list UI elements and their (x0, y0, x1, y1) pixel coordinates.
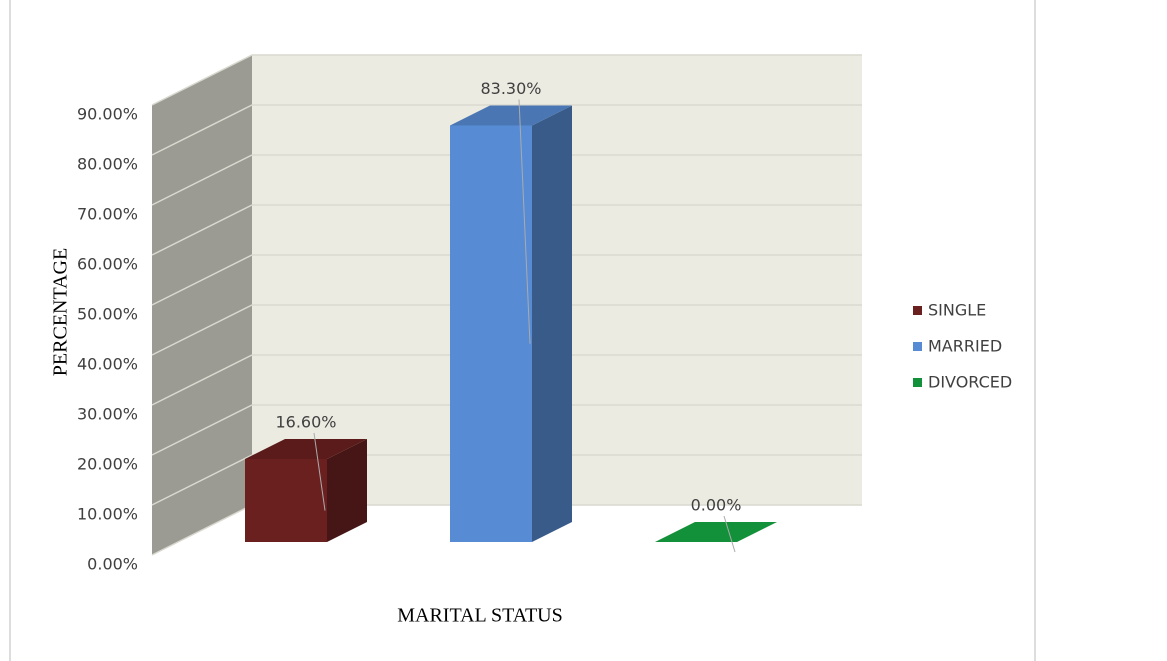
bar-front (245, 459, 327, 542)
bar-front (450, 125, 532, 542)
grid-line (151, 254, 862, 306)
y-tick-label: 40.00% (77, 355, 138, 374)
bar-side (532, 105, 572, 542)
legend-label: DIVORCED (928, 373, 1012, 392)
grid-line (151, 104, 862, 156)
value-label: 83.30% (480, 79, 541, 98)
grid-line (151, 454, 862, 506)
y-tick-label: 10.00% (77, 505, 138, 524)
grid-line (151, 354, 862, 406)
y-tick-label: 20.00% (77, 455, 138, 474)
y-tick-label: 90.00% (77, 105, 138, 124)
grid-line (151, 54, 862, 106)
bar-side (327, 439, 367, 542)
y-axis-title: PERCENTAGE (50, 248, 72, 376)
bar (450, 105, 572, 542)
bar-top (245, 439, 367, 459)
legend-swatch (913, 306, 922, 315)
side-wall (152, 55, 252, 555)
legend-label: MARRIED (928, 337, 1002, 356)
bar (655, 522, 777, 542)
legend-label: SINGLE (928, 301, 986, 320)
leader-line (518, 99, 531, 344)
y-tick-label: 70.00% (77, 205, 138, 224)
bar-top (655, 522, 777, 542)
value-label: 16.60% (275, 413, 336, 432)
grid-line (151, 404, 862, 456)
y-tick-label: 0.00% (87, 555, 138, 574)
bar (245, 439, 367, 542)
y-tick-label: 50.00% (77, 305, 138, 324)
grid-line (151, 304, 862, 356)
y-tick-label: 60.00% (77, 255, 138, 274)
leader-line (723, 515, 736, 553)
value-label: 0.00% (691, 496, 742, 515)
x-axis-title: MARITAL STATUS (397, 605, 563, 627)
bar-top (450, 105, 572, 126)
grid-line (151, 154, 862, 206)
legend-swatch (913, 342, 922, 351)
y-tick-label: 30.00% (77, 405, 138, 424)
y-tick-label: 80.00% (77, 155, 138, 174)
leader-line (313, 432, 326, 511)
grid-line (151, 204, 862, 256)
legend-swatch (913, 378, 922, 387)
